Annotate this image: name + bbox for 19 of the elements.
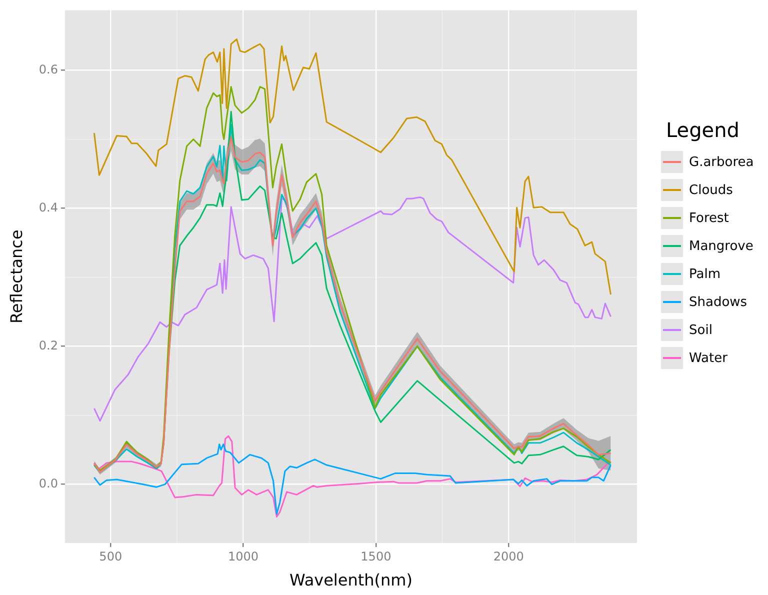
legend-label: Mangrove — [689, 238, 754, 254]
legend-label: Soil — [689, 322, 712, 338]
y-tick-label: 0.6 — [38, 62, 58, 76]
y-tick-label: 0.4 — [38, 200, 58, 214]
legend-title: Legend — [666, 118, 740, 142]
legend-label: Shadows — [689, 294, 748, 310]
x-tick-label: 1000 — [228, 549, 259, 564]
legend-label: G.arborea — [689, 154, 754, 170]
x-tick-label: 500 — [99, 549, 122, 564]
x-tick-label: 2000 — [493, 549, 524, 564]
y-axis-title: Reflectance — [6, 230, 26, 324]
y-tick-label: 0.2 — [38, 338, 58, 352]
legend-label: Water — [689, 350, 728, 366]
legend-label: Clouds — [689, 182, 733, 198]
legend-label: Palm — [689, 266, 720, 282]
y-tick-label: 0.0 — [38, 476, 58, 490]
x-tick-label: 1500 — [360, 549, 392, 564]
x-axis-title: Wavelenth(nm) — [290, 570, 412, 590]
legend-label: Forest — [689, 210, 729, 226]
